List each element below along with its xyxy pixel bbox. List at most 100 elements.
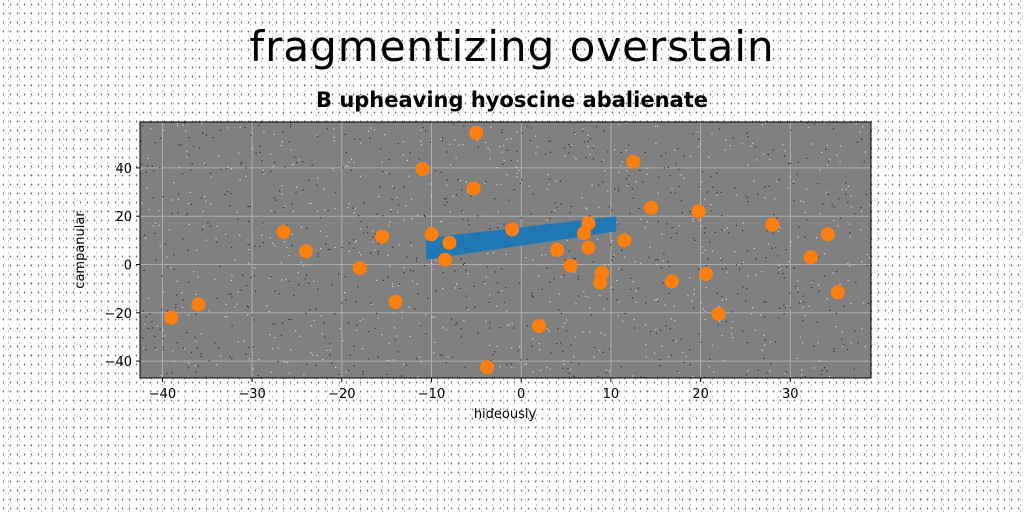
speck [562, 326, 564, 328]
speck [670, 237, 672, 239]
speck [826, 191, 828, 193]
speck [295, 186, 298, 188]
speck [646, 167, 648, 169]
speck [205, 134, 208, 136]
speck [433, 351, 435, 354]
speck [188, 223, 190, 225]
speck [704, 319, 706, 321]
speck [752, 306, 754, 309]
speck [669, 174, 671, 177]
speck [335, 191, 337, 193]
speck [188, 281, 190, 283]
speck [316, 134, 318, 136]
speck [293, 156, 296, 158]
speck [789, 292, 791, 294]
speck [391, 246, 393, 248]
speck [338, 273, 340, 275]
speck [833, 350, 835, 353]
speck [667, 261, 669, 263]
speck [313, 280, 315, 282]
scatter-point [298, 244, 313, 259]
speck [609, 232, 611, 234]
speck [821, 151, 823, 154]
speck [204, 195, 206, 197]
speck [273, 337, 276, 339]
speck [444, 204, 446, 206]
speck [853, 368, 855, 370]
speck [185, 130, 187, 132]
speck [237, 341, 239, 343]
speck [823, 122, 825, 124]
speck [476, 139, 478, 141]
speck [214, 342, 216, 344]
speck [575, 336, 577, 338]
speck [845, 188, 847, 190]
speck [677, 148, 679, 150]
speck [191, 163, 193, 165]
speck [849, 223, 851, 225]
speck [317, 135, 319, 137]
speck [850, 303, 852, 305]
speck [725, 139, 727, 141]
speck [797, 161, 799, 163]
speck [188, 136, 190, 139]
speck [409, 335, 411, 338]
speck [396, 335, 398, 337]
speck [360, 254, 362, 256]
speck [660, 155, 663, 157]
speck [489, 322, 491, 324]
speck [755, 274, 757, 276]
speck [626, 170, 628, 172]
speck [303, 374, 305, 376]
speck [747, 164, 749, 166]
speck [379, 186, 381, 188]
speck [290, 318, 292, 320]
speck [700, 302, 702, 304]
speck [272, 165, 274, 167]
speck [786, 305, 788, 307]
speck [200, 197, 203, 199]
speck [599, 294, 601, 296]
speck [757, 193, 759, 195]
speck [689, 211, 691, 213]
speck [637, 287, 639, 289]
speck [306, 227, 308, 230]
speck [194, 365, 196, 367]
x-tick-label: −20 [328, 387, 355, 402]
scatter-point [388, 294, 403, 309]
speck [237, 218, 239, 220]
speck [849, 265, 851, 267]
speck [541, 288, 543, 290]
speck [505, 287, 507, 289]
x-tick-label: −10 [418, 387, 445, 402]
speck [632, 197, 634, 199]
speck [535, 135, 537, 137]
speck [375, 312, 378, 314]
speck [392, 359, 394, 361]
speck [207, 222, 209, 224]
speck [468, 224, 470, 226]
speck [154, 335, 156, 337]
speck [205, 163, 207, 165]
speck [489, 149, 491, 151]
speck [151, 321, 153, 323]
speck [300, 261, 302, 264]
scatter-point [803, 250, 818, 265]
speck [242, 274, 244, 276]
speck [250, 276, 252, 278]
speck [797, 280, 799, 282]
speck [605, 372, 607, 374]
speck [350, 158, 352, 160]
speck [489, 228, 491, 230]
speck [632, 375, 634, 377]
speck [526, 325, 528, 327]
speck [717, 324, 719, 326]
speck [465, 269, 467, 271]
speck [768, 185, 770, 187]
speck [785, 371, 787, 373]
speck [502, 163, 504, 165]
speck [462, 218, 464, 220]
speck [477, 215, 479, 217]
speck [667, 166, 669, 168]
speck [535, 152, 537, 154]
